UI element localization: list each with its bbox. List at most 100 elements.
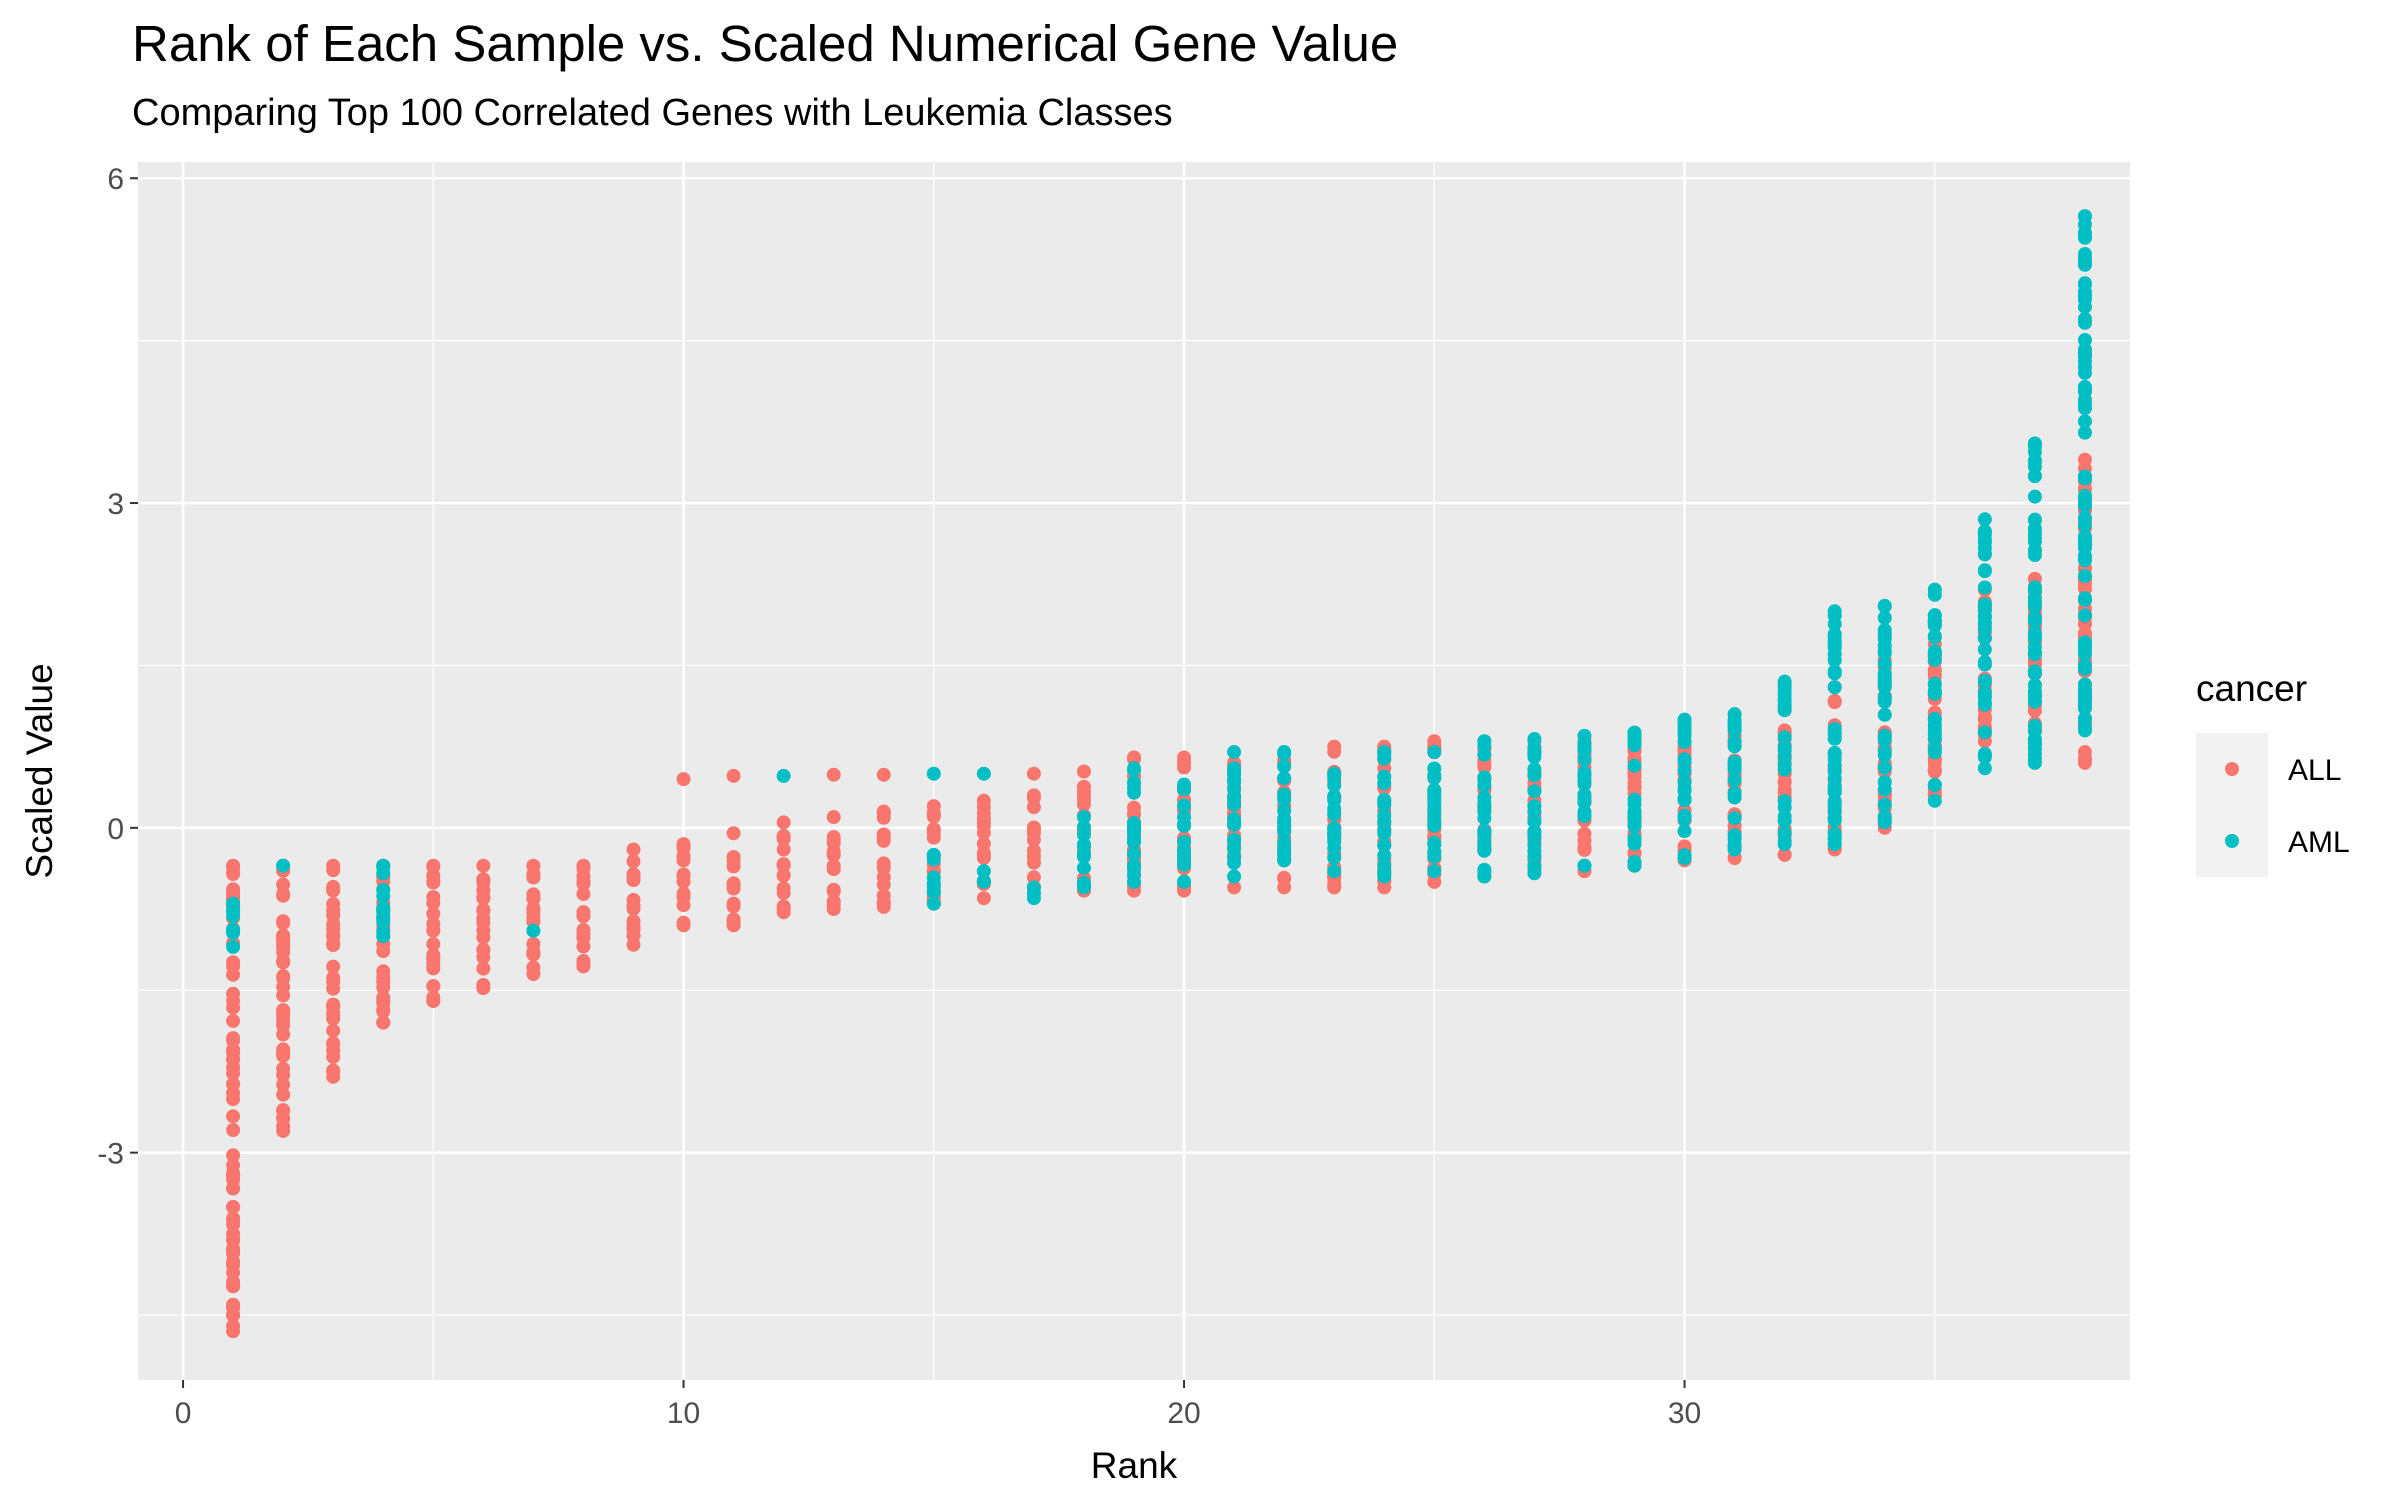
data-point-all xyxy=(526,891,541,906)
data-point-all xyxy=(226,885,241,900)
data-point-aml xyxy=(1527,768,1542,783)
data-point-aml xyxy=(1827,653,1842,668)
data-point-all xyxy=(226,1109,241,1124)
data-point-aml xyxy=(1927,629,1942,644)
data-point-aml xyxy=(976,874,991,889)
data-point-all xyxy=(526,947,541,962)
data-point-all xyxy=(1777,847,1792,862)
data-point-aml xyxy=(1076,820,1091,835)
data-point-aml xyxy=(1927,727,1942,742)
data-point-aml xyxy=(1076,877,1091,892)
data-point-all xyxy=(276,1027,291,1042)
data-point-aml xyxy=(1527,799,1542,814)
data-point-aml xyxy=(1227,766,1242,781)
data-point-aml xyxy=(1627,833,1642,848)
data-point-all xyxy=(476,903,491,918)
data-point-aml xyxy=(1977,580,1992,595)
data-point-all xyxy=(226,986,241,1001)
data-point-all xyxy=(826,862,841,877)
data-point-aml xyxy=(1377,838,1392,853)
data-point-aml xyxy=(1977,512,1992,527)
data-point-aml xyxy=(2027,436,2042,451)
data-point-aml xyxy=(1427,837,1442,852)
data-point-all xyxy=(276,1111,291,1126)
legend: cancer ALL AML xyxy=(2196,668,2350,877)
data-point-all xyxy=(876,830,891,845)
data-point-aml xyxy=(1777,800,1792,815)
data-point-aml xyxy=(2077,711,2092,726)
data-point-aml xyxy=(1177,818,1192,833)
data-point-aml xyxy=(1627,725,1642,740)
data-point-all xyxy=(876,896,891,911)
data-point-aml xyxy=(1327,864,1342,879)
data-point-aml xyxy=(1977,655,1992,670)
data-point-all xyxy=(276,928,291,943)
data-point-all xyxy=(376,969,391,984)
data-point-all xyxy=(326,1023,341,1038)
data-point-aml xyxy=(1127,780,1141,795)
data-point-all xyxy=(326,881,341,896)
data-point-all xyxy=(326,1064,341,1079)
data-point-all xyxy=(826,882,841,897)
data-point-aml xyxy=(2077,639,2092,654)
data-point-all xyxy=(226,1200,241,1215)
x-tick-label: 10 xyxy=(667,1397,700,1430)
data-point-aml xyxy=(1727,757,1742,772)
data-point-all xyxy=(726,849,741,864)
data-point-all xyxy=(226,858,241,873)
data-point-all xyxy=(226,1123,241,1138)
data-point-aml xyxy=(1927,793,1942,808)
data-point-all xyxy=(976,793,991,808)
data-point-aml xyxy=(1827,664,1842,679)
data-point-aml xyxy=(1777,730,1792,745)
data-point-aml xyxy=(1877,671,1892,686)
data-point-all xyxy=(1277,870,1292,885)
x-tick-label: 0 xyxy=(175,1397,192,1430)
y-tick-label: -3 xyxy=(97,1138,124,1171)
data-point-all xyxy=(2077,752,2092,767)
data-point-all xyxy=(726,876,741,891)
data-point-all xyxy=(326,1007,341,1022)
data-point-all xyxy=(526,870,541,885)
legend-label-aml: AML xyxy=(2288,826,2350,859)
data-point-aml xyxy=(1377,792,1392,807)
data-point-all xyxy=(476,923,491,938)
data-point-aml xyxy=(1177,777,1192,792)
data-point-aml xyxy=(1277,792,1292,807)
data-point-all xyxy=(426,875,441,890)
data-point-aml xyxy=(2077,608,2092,623)
data-points xyxy=(226,209,2092,1339)
data-point-aml xyxy=(2027,640,2042,655)
data-point-all xyxy=(226,1013,241,1028)
data-point-all xyxy=(1026,826,1041,841)
data-point-aml xyxy=(1377,776,1392,791)
data-point-aml xyxy=(1877,760,1892,775)
data-point-aml xyxy=(926,896,941,911)
data-point-all xyxy=(226,1278,241,1293)
data-point-aml xyxy=(1927,778,1942,793)
data-point-aml xyxy=(1977,609,1992,624)
data-point-aml xyxy=(2027,694,2042,709)
data-point-aml xyxy=(1727,773,1742,788)
data-point-aml xyxy=(1927,582,1942,597)
data-point-all xyxy=(1327,739,1342,754)
data-point-aml xyxy=(2027,625,2042,640)
data-point-aml xyxy=(2077,257,2092,272)
data-point-all xyxy=(926,799,941,814)
data-point-aml xyxy=(2027,453,2042,468)
data-point-all xyxy=(326,896,341,911)
data-point-aml xyxy=(1827,604,1842,619)
data-point-aml xyxy=(1427,768,1442,783)
data-point-all xyxy=(326,970,341,985)
data-point-all xyxy=(476,858,491,873)
data-point-all xyxy=(426,916,441,931)
data-point-all xyxy=(1026,788,1041,803)
data-point-aml xyxy=(1227,869,1242,884)
data-point-aml xyxy=(1827,680,1842,695)
data-point-all xyxy=(776,868,791,883)
data-point-aml xyxy=(1277,745,1292,760)
data-point-aml xyxy=(1727,707,1742,722)
data-point-aml xyxy=(1877,809,1892,824)
data-point-all xyxy=(426,979,441,994)
